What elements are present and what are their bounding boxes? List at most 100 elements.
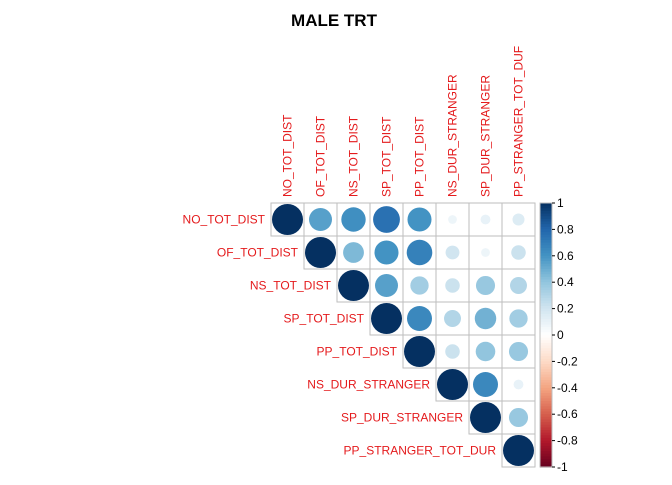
legend-tick-label-5: 0: [557, 328, 564, 342]
legend-segment-45: [540, 321, 552, 326]
legend-segment-13: [540, 237, 552, 241]
row-label-4: PP_TOT_DIST: [317, 345, 398, 359]
legend-segment-19: [540, 253, 552, 257]
legend-segment-29: [540, 279, 552, 283]
legend-segment-10: [540, 229, 552, 233]
legend-segment-94: [540, 451, 552, 455]
legend-segment-17: [540, 247, 552, 252]
legend-segment-53: [540, 342, 552, 347]
legend-segment-66: [540, 377, 552, 381]
legend-segment-92: [540, 445, 552, 450]
corr-circle-1-5: [445, 245, 460, 260]
legend-segment-70: [540, 387, 552, 392]
legend-segment-7: [540, 221, 552, 225]
column-labels: NO_TOT_DIST OF_TOT_DIST NS_TOT_DIST SP_TOT_…: [281, 46, 526, 197]
legend-segment-16: [540, 245, 552, 249]
legend-segment-81: [540, 416, 552, 421]
legend-segment-27: [540, 274, 552, 278]
row-label-3: SP_TOT_DIST: [284, 312, 365, 326]
legend-segment-24: [540, 266, 552, 270]
legend-segment-32: [540, 287, 552, 291]
legend-segment-75: [540, 401, 552, 405]
legend-segment-9: [540, 226, 552, 230]
corr-circle-2-4: [410, 276, 429, 295]
legend-segment-41: [540, 311, 552, 315]
row-label-6: SP_DUR_STRANGER: [341, 411, 463, 425]
corr-circle-7-7: [503, 435, 534, 466]
legend-tick-label-2: 0.6: [557, 249, 574, 263]
legend-segment-21: [540, 258, 552, 262]
corr-circle-3-5: [444, 310, 461, 327]
column-label-7: PP_STRANGER_TOT_DUF: [512, 46, 526, 197]
row-label-0: NO_TOT_DIST: [183, 213, 266, 227]
legend-tick-label-4: 0.2: [557, 302, 574, 316]
corr-circle-0-3: [373, 206, 400, 233]
legend-segment-38: [540, 303, 552, 307]
legend-segment-83: [540, 422, 552, 426]
legend-segment-67: [540, 379, 552, 384]
legend-segment-49: [540, 332, 552, 336]
row-label-2: NS_TOT_DIST: [250, 279, 332, 293]
legend-segment-99: [540, 464, 552, 468]
color-legend: 1 0.8 0.6 0.4 0.2 0 -0.2 -0.4 -0.6 -0.8 -1: [539, 196, 578, 474]
legend-segment-2: [540, 208, 552, 212]
legend-segment-50: [540, 335, 552, 339]
legend-tick-label-8: -0.6: [557, 407, 578, 421]
legend-segment-25: [540, 269, 552, 273]
column-label-1: OF_TOT_DIST: [314, 115, 328, 197]
legend-segment-89: [540, 437, 552, 442]
legend-segment-18: [540, 250, 552, 254]
legend-segment-54: [540, 345, 552, 349]
legend-segment-76: [540, 403, 552, 407]
corr-circle-4-6: [475, 341, 496, 362]
corr-circle-3-4: [407, 306, 432, 331]
corr-circle-3-7: [509, 309, 528, 328]
legend-segment-15: [540, 242, 552, 246]
legend-tick-label-6: -0.2: [557, 354, 578, 368]
corr-circle-4-7: [508, 341, 529, 362]
corr-circle-6-6: [470, 402, 501, 433]
legend-segment-34: [540, 292, 552, 296]
corr-circle-3-3: [371, 303, 402, 334]
legend-segment-56: [540, 350, 552, 355]
legend-segment-98: [540, 461, 552, 465]
row-labels: NO_TOT_DIST OF_TOT_DIST NS_TOT_DIST SP_TOT_…: [183, 213, 497, 458]
legend-segment-88: [540, 435, 552, 439]
legend-segment-30: [540, 282, 552, 286]
corr-circle-4-4: [404, 336, 435, 367]
legend-segment-84: [540, 424, 552, 428]
legend-tick-label-9: -0.8: [557, 434, 578, 448]
legend-segment-80: [540, 414, 552, 418]
column-label-2: NS_TOT_DIST: [347, 115, 361, 197]
legend-segment-36: [540, 298, 552, 302]
corr-circle-1-2: [343, 242, 364, 263]
column-label-5: NS_DUR_STRANGER: [446, 74, 460, 197]
legend-segment-42: [540, 313, 552, 318]
legend-segment-22: [540, 261, 552, 265]
legend-tick-label-7: -0.4: [557, 381, 578, 395]
column-label-4: PP_TOT_DIST: [413, 116, 427, 197]
chart-title: MALE TRT: [291, 11, 378, 30]
legend-segment-62: [540, 366, 552, 370]
corr-circle-1-6: [481, 248, 490, 257]
legend-tick-label-0: 1: [557, 196, 564, 210]
legend-segment-26: [540, 271, 552, 275]
cell-4-7: [501, 334, 536, 369]
corr-circle-0-7: [512, 213, 525, 226]
corr-circle-1-4: [406, 239, 433, 266]
cell-0-7: [501, 202, 536, 237]
legend-segment-23: [540, 263, 552, 267]
legend-segment-47: [540, 327, 552, 331]
corr-circle-3-6: [474, 307, 497, 330]
cell-1-6: [468, 235, 503, 270]
legend-segment-59: [540, 358, 552, 362]
legend-segment-5: [540, 216, 552, 220]
corr-circle-1-1: [305, 237, 336, 268]
legend-segment-48: [540, 329, 552, 333]
row-label-7: PP_STRANGER_TOT_DUR: [344, 444, 497, 458]
legend-segment-63: [540, 369, 552, 373]
legend-segment-90: [540, 440, 552, 444]
legend-segment-44: [540, 319, 552, 323]
corr-circle-5-7: [513, 379, 524, 390]
